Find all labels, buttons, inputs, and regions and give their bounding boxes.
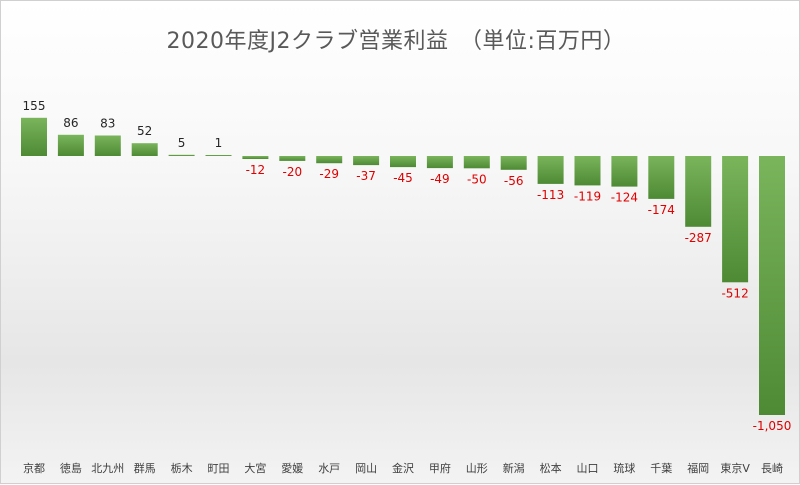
value-label-町田: 1 bbox=[215, 136, 223, 150]
bar-琉球 bbox=[611, 156, 638, 187]
value-label-愛媛: -20 bbox=[282, 165, 302, 179]
value-label-水戸: -29 bbox=[319, 167, 339, 181]
category-label-福岡: 福岡 bbox=[687, 461, 709, 475]
category-label-町田: 町田 bbox=[208, 462, 230, 475]
value-label-福岡: -287 bbox=[685, 231, 712, 245]
value-label-北九州: 83 bbox=[100, 117, 115, 131]
bar-岡山 bbox=[353, 156, 380, 166]
value-label-徳島: 86 bbox=[63, 116, 78, 130]
bar-松本 bbox=[537, 156, 564, 184]
bar-水戸 bbox=[316, 156, 343, 164]
category-label-群馬: 群馬 bbox=[134, 461, 156, 475]
category-label-山口: 山口 bbox=[577, 462, 599, 475]
bar-福岡 bbox=[685, 156, 712, 227]
value-label-大宮: -12 bbox=[246, 163, 266, 177]
category-label-北九州: 北九州 bbox=[91, 462, 124, 475]
value-label-岡山: -37 bbox=[356, 169, 376, 183]
category-label-甲府: 甲府 bbox=[429, 461, 451, 475]
value-label-甲府: -49 bbox=[430, 172, 450, 186]
bar-町田 bbox=[205, 155, 232, 156]
value-label-新潟: -56 bbox=[504, 174, 524, 188]
bar-北九州 bbox=[94, 135, 121, 156]
bar-甲府 bbox=[426, 156, 453, 169]
value-label-琉球: -124 bbox=[611, 191, 638, 205]
category-label-琉球: 琉球 bbox=[613, 461, 635, 475]
category-label-松本: 松本 bbox=[540, 461, 562, 475]
category-label-愛媛: 愛媛 bbox=[281, 461, 303, 475]
bar-京都 bbox=[21, 117, 47, 156]
category-label-千葉: 千葉 bbox=[650, 461, 672, 475]
value-label-群馬: 52 bbox=[137, 124, 152, 138]
category-label-大宮: 大宮 bbox=[244, 461, 266, 475]
bar-新潟 bbox=[500, 156, 527, 170]
chart-title: 2020年度J2クラブ営業利益 （単位:百万円） bbox=[166, 29, 626, 54]
value-label-京都: 155 bbox=[23, 99, 46, 113]
bar-千葉 bbox=[648, 156, 675, 199]
bars-group bbox=[21, 117, 785, 415]
value-label-長崎: -1,050 bbox=[753, 419, 792, 433]
bar-大宮 bbox=[242, 156, 269, 159]
value-label-栃木: 5 bbox=[178, 136, 186, 150]
category-label-水戸: 水戸 bbox=[318, 462, 340, 475]
bar-徳島 bbox=[57, 134, 84, 156]
category-label-東京V: 東京V bbox=[720, 461, 750, 475]
category-label-新潟: 新潟 bbox=[503, 461, 525, 475]
category-label-長崎: 長崎 bbox=[761, 461, 783, 475]
category-labels-group: 京都 徳島 北九州 群馬 栃木 町田 大宮 愛媛 水戸 岡山 金沢 甲府 山形 新潟 松本 山口 琉球 千葉 福岡東… bbox=[23, 461, 783, 475]
value-label-山形: -50 bbox=[467, 172, 487, 186]
bar-山口 bbox=[574, 156, 601, 186]
category-label-栃木: 栃木 bbox=[171, 461, 193, 475]
bar-東京V bbox=[722, 156, 749, 283]
value-label-松本: -113 bbox=[537, 188, 564, 202]
value-label-金沢: -45 bbox=[393, 171, 413, 185]
value-label-千葉: -174 bbox=[648, 203, 675, 217]
bar-群馬 bbox=[131, 143, 158, 156]
bar-山形 bbox=[463, 156, 490, 169]
category-label-金沢: 金沢 bbox=[392, 461, 414, 475]
value-label-山口: -119 bbox=[574, 189, 601, 203]
bar-長崎 bbox=[759, 156, 785, 415]
bar-栃木 bbox=[168, 154, 195, 156]
value-label-東京V: -512 bbox=[721, 286, 748, 300]
bar-金沢 bbox=[390, 156, 416, 168]
category-label-徳島: 徳島 bbox=[60, 461, 82, 475]
category-label-山形: 山形 bbox=[466, 462, 488, 475]
bar-愛媛 bbox=[279, 156, 306, 161]
category-label-岡山: 岡山 bbox=[355, 462, 377, 475]
category-label-京都: 京都 bbox=[23, 461, 45, 475]
